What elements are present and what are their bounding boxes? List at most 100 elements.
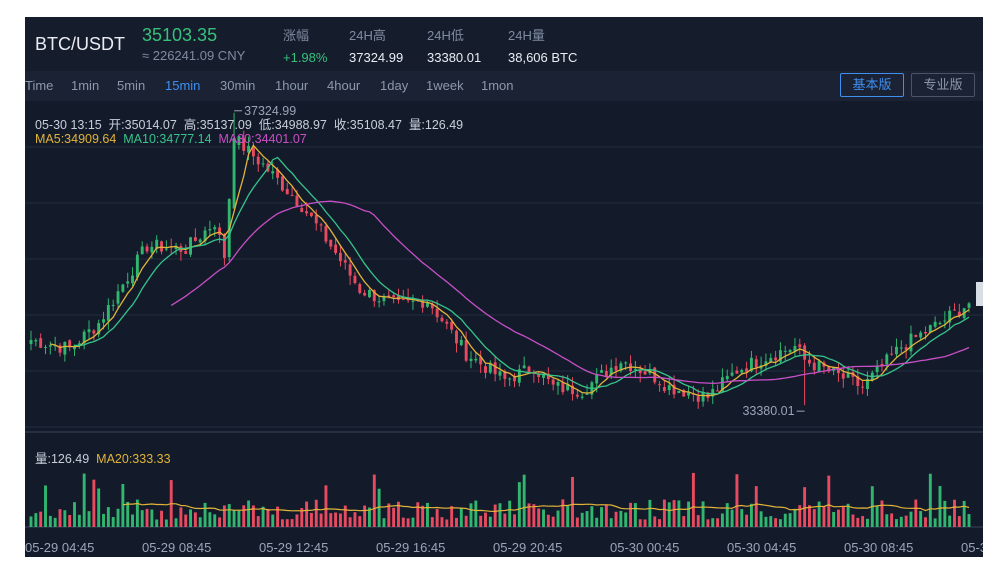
candle-body <box>488 362 492 373</box>
candle-body <box>919 332 923 338</box>
volume-bar <box>899 516 903 527</box>
candle-body <box>372 289 376 302</box>
candle-body <box>445 321 449 324</box>
volume-bar <box>745 514 749 527</box>
candle-body <box>575 394 579 397</box>
volume-bar <box>793 509 797 527</box>
candle-body <box>44 346 47 348</box>
candle-body <box>338 252 342 262</box>
candle-body <box>769 357 773 363</box>
volume-bar <box>542 509 545 527</box>
tab-time[interactable]: Time <box>25 78 54 93</box>
volume-bar <box>198 517 202 527</box>
ma5-label: MA5:34909.64 <box>35 132 117 146</box>
candle-body <box>34 340 38 342</box>
price-chart[interactable]: 37324.99 33380.01 05-29 04:45 05-29 08:45 05… <box>25 17 983 557</box>
candle-body <box>899 347 903 349</box>
tab-30min[interactable]: 30min <box>220 78 256 93</box>
candle-body <box>875 365 879 373</box>
candle-body <box>218 227 222 235</box>
volume-bar <box>851 514 855 527</box>
candle-body <box>537 374 541 377</box>
candle-body <box>633 368 637 370</box>
candle-body <box>948 310 952 323</box>
volume-bar <box>498 503 502 527</box>
candle-body <box>426 302 429 307</box>
volume-bar <box>300 508 304 527</box>
candle-body <box>421 299 425 308</box>
last-price: 35103.35 <box>142 25 218 45</box>
pro-view-button[interactable]: 专业版 <box>911 73 975 97</box>
candle-body <box>324 226 328 242</box>
candle-body <box>943 320 947 322</box>
volume-bar <box>392 507 396 527</box>
volume-bar <box>957 516 961 527</box>
volume-bar <box>280 519 284 527</box>
candle-body <box>484 366 487 373</box>
candle-body <box>343 260 347 263</box>
candle-body <box>580 396 584 398</box>
ohlc-info: 05-30 13:15 开:35014.07 高:35137.09 低:3498… <box>35 118 464 132</box>
candle-body <box>764 361 768 366</box>
volume-bar <box>919 511 923 527</box>
cny-price: ≈ 226241.09 CNY <box>142 48 246 63</box>
volume-bar <box>774 518 778 527</box>
volume-bar <box>140 510 144 527</box>
volume-bar <box>314 499 318 527</box>
tab-1day[interactable]: 1day <box>380 78 409 93</box>
volume-bar <box>933 518 937 527</box>
volume-bar <box>619 510 623 527</box>
ma10-line <box>74 156 970 395</box>
volume-bar <box>837 509 840 527</box>
volume-bar <box>232 510 236 527</box>
volume-bar <box>121 483 125 527</box>
candle-body <box>701 392 705 402</box>
volume-bar <box>716 518 720 527</box>
tab-15min[interactable]: 15min <box>165 78 201 93</box>
candle-body <box>933 321 937 327</box>
candle-body <box>672 384 676 395</box>
app-window: BTC/USDT 35103.35 ≈ 226241.09 CNY 涨幅 +1.… <box>25 17 983 557</box>
volume-bar <box>242 505 246 527</box>
x-tick-label: 05-3 <box>961 540 983 555</box>
volume-bar <box>827 475 831 527</box>
tab-4hour[interactable]: 4hour <box>327 78 361 93</box>
candle-body <box>890 353 894 355</box>
basic-view-button[interactable]: 基本版 <box>840 73 904 97</box>
volume-bar <box>106 507 110 527</box>
tab-1min[interactable]: 1min <box>71 78 100 93</box>
volume-bar <box>459 507 463 527</box>
candle-body <box>928 325 932 333</box>
volume-bar <box>295 514 299 527</box>
volume-bar <box>629 502 632 527</box>
volume-label: 24H量 <box>508 28 545 43</box>
tab-5min[interactable]: 5min <box>117 78 146 93</box>
candle-body <box>730 372 734 376</box>
candle-body <box>261 163 265 165</box>
volume-bar <box>324 485 328 527</box>
candle-body <box>551 379 555 385</box>
volume-bar <box>788 513 792 527</box>
tab-1week[interactable]: 1week <box>426 78 464 93</box>
volume-bar <box>155 519 159 527</box>
volume-bar <box>53 517 57 527</box>
candle-body <box>68 340 72 348</box>
volume-bar <box>455 517 458 527</box>
volume-bar <box>720 513 724 527</box>
candle-body <box>208 229 212 231</box>
volume-bar <box>338 513 342 527</box>
volume-bar <box>102 513 105 527</box>
ma5-line <box>50 144 970 397</box>
volume-bar <box>368 507 371 527</box>
volume-bar <box>817 501 821 527</box>
candle-body <box>556 382 560 386</box>
candle-body <box>29 340 33 345</box>
tab-1hour[interactable]: 1hour <box>275 78 309 93</box>
pair-name[interactable]: BTC/USDT <box>35 34 125 54</box>
candle-body <box>953 309 956 311</box>
volume-bar <box>575 517 579 527</box>
volume-bar <box>358 516 362 527</box>
volume-bar <box>251 505 255 527</box>
volume-bar <box>585 511 589 527</box>
tab-1mon[interactable]: 1mon <box>481 78 514 93</box>
